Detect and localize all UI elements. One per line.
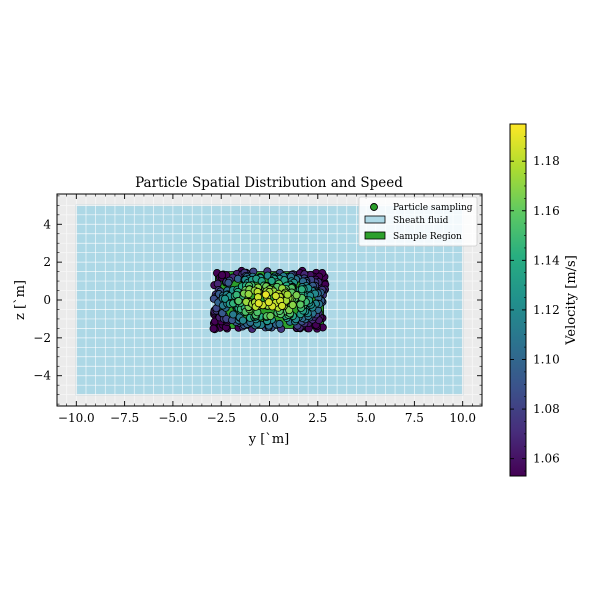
particle-point xyxy=(297,285,306,294)
colorbar-tick-label: 1.08 xyxy=(533,402,560,416)
y-tick-label: −4 xyxy=(33,369,51,383)
y-tick-label: 4 xyxy=(43,217,51,231)
y-tick-label: −2 xyxy=(33,331,51,345)
colorbar-tick-label: 1.16 xyxy=(533,204,560,218)
legend-marker-particle xyxy=(370,203,378,211)
x-tick-label: −7.5 xyxy=(110,411,139,425)
particle-point xyxy=(275,319,284,328)
particle-point xyxy=(224,278,233,287)
y-axis-label: z [`m] xyxy=(13,280,28,320)
colorbar-tick-label: 1.06 xyxy=(533,452,560,466)
colorbar-ticks: 1.06 1.08 1.10 1.12 1.14 1.16 1.18 xyxy=(510,123,560,472)
particle-point xyxy=(238,316,247,325)
colorbar-label: Velocity [m/s] xyxy=(564,255,579,346)
colorbar-tick-label: 1.18 xyxy=(533,154,560,168)
particle-points xyxy=(209,266,330,334)
x-tick-label: −5.0 xyxy=(158,411,187,425)
colorbar-tick-label: 1.10 xyxy=(533,352,560,366)
particle-point xyxy=(209,324,218,333)
x-axis-label: y [`m] xyxy=(248,432,289,447)
x-tick-label: 2.5 xyxy=(308,411,327,425)
x-tick-label: 7.5 xyxy=(405,411,424,425)
particle-point xyxy=(296,300,305,309)
particle-point xyxy=(283,290,292,299)
x-tick-label: 5.0 xyxy=(357,411,376,425)
particle-point xyxy=(271,292,280,301)
x-axis-ticks: −10.0 −7.5 −5.0 −2.5 0.0 2.5 5.0 7.5 10.0 xyxy=(58,194,476,425)
colorbar-gradient xyxy=(509,123,527,477)
legend-swatch-sheath xyxy=(364,215,386,224)
particle-point xyxy=(278,301,287,310)
y-tick-label: 0 xyxy=(43,293,51,307)
legend: Particle sampling Sheath fluid Sample Re… xyxy=(358,196,478,247)
x-tick-label: −10.0 xyxy=(58,411,95,425)
particle-point xyxy=(292,291,301,300)
colorbar-tick-label: 1.12 xyxy=(533,303,560,317)
legend-label-particle: Particle sampling xyxy=(393,203,473,213)
x-tick-label: 0.0 xyxy=(260,411,279,425)
legend-swatch-sample xyxy=(364,231,386,240)
particle-point xyxy=(267,276,276,285)
particle-point xyxy=(244,290,253,299)
particle-point xyxy=(266,312,275,321)
x-tick-label: −2.5 xyxy=(207,411,236,425)
x-tick-label: 10.0 xyxy=(449,411,476,425)
particle-point xyxy=(261,290,270,299)
colorbar-tick-label: 1.14 xyxy=(533,253,560,267)
particle-point xyxy=(233,274,242,283)
particle-point xyxy=(254,299,263,308)
particle-point xyxy=(234,297,243,306)
legend-label-sample: Sample Region xyxy=(393,232,462,242)
y-tick-label: 2 xyxy=(43,255,51,269)
particle-point xyxy=(288,301,297,310)
legend-label-sheath: Sheath fluid xyxy=(393,216,449,226)
chart-title: Particle Spatial Distribution and Speed xyxy=(135,175,403,191)
particle-point xyxy=(264,298,273,307)
legend-box xyxy=(358,196,478,247)
y-axis-ticks: −4 −2 0 2 4 xyxy=(33,195,482,405)
particle-point xyxy=(218,271,227,280)
particle-point xyxy=(221,294,230,303)
colorbar: 1.06 1.08 1.10 1.12 1.14 1.16 1.18 Velocity [m… xyxy=(509,123,579,477)
